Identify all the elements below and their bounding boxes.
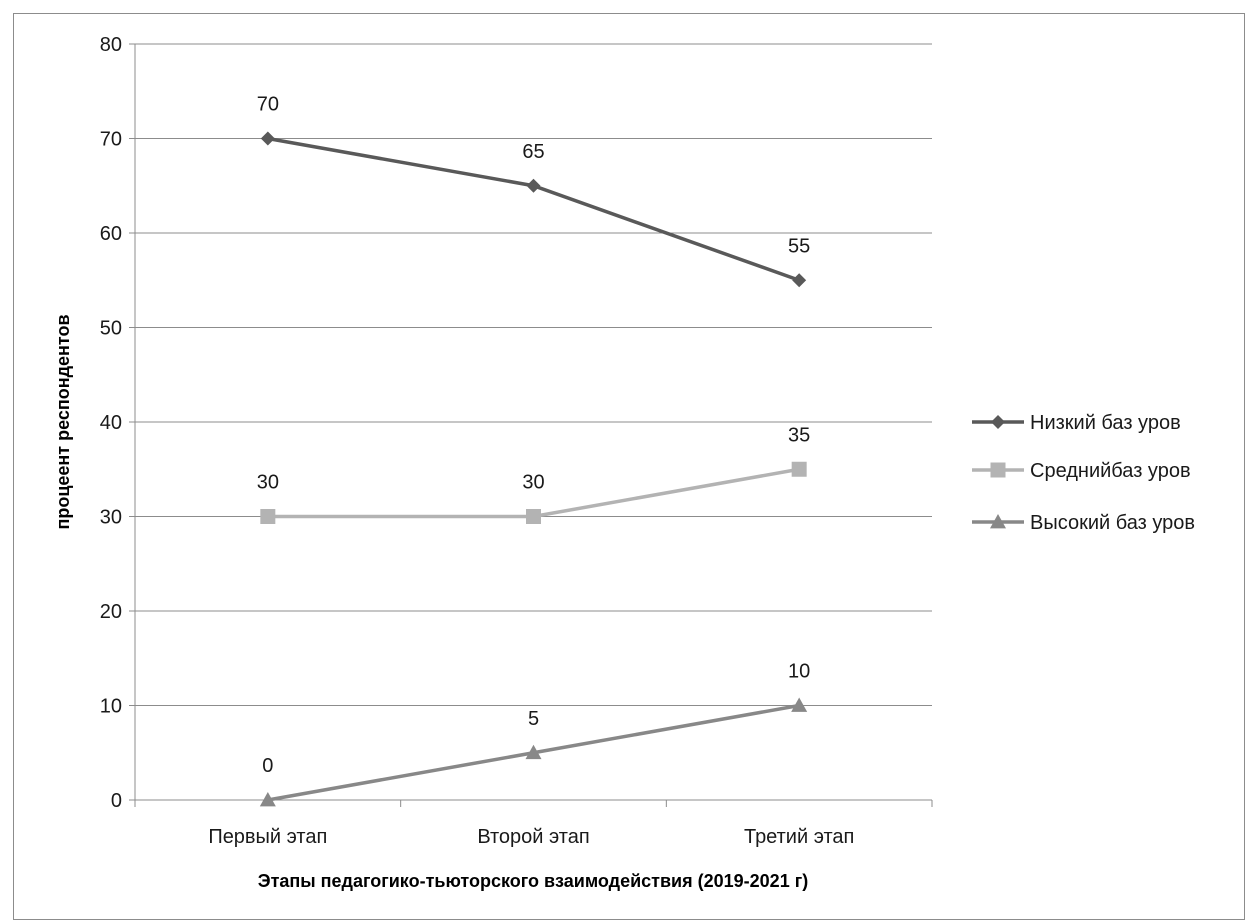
- y-tick-label-0: 0: [111, 790, 122, 812]
- series-3: [259, 697, 808, 807]
- data-labels: 70 65 55 30 30 35 0 5 10: [257, 94, 811, 778]
- x-tick-labels: Первый этап Второй этап Третий этап: [208, 826, 854, 848]
- series-1-point-3: [792, 273, 807, 288]
- y-tick-label-50: 50: [100, 318, 122, 340]
- series-2-point-3: [791, 461, 807, 477]
- x-tick-label-1: Первый этап: [208, 826, 327, 848]
- series-1-point-2: [526, 178, 541, 193]
- legend-item-2: Среднийбаз уров: [972, 460, 1191, 482]
- y-axis-title: процеент респондентов: [53, 314, 73, 529]
- x-tick-label-2: Второй этап: [477, 826, 589, 848]
- legend-marker-3: [990, 514, 1006, 529]
- data-label-s2-p3: 35: [788, 424, 810, 446]
- y-tick-label-20: 20: [100, 601, 122, 623]
- data-label-s2-p1: 30: [257, 472, 279, 494]
- data-label-s1-p1: 70: [257, 94, 279, 116]
- series-3-point-2: [525, 744, 542, 760]
- data-label-s3-p1: 0: [262, 755, 273, 777]
- series-3-point-3: [791, 697, 808, 712]
- legend-label-1: Низкий баз уров: [1030, 412, 1181, 434]
- series-2: [260, 461, 807, 524]
- y-tick-label-40: 40: [100, 412, 122, 434]
- data-label-s3-p3: 10: [788, 661, 810, 683]
- x-axis-title: Этапы педагогико-тьюторского взаимодейст…: [258, 871, 808, 891]
- series-1-point-1: [260, 131, 275, 146]
- series-1: [260, 131, 807, 288]
- y-tick-label-10: 10: [100, 696, 122, 718]
- y-tick-label-30: 30: [100, 507, 122, 529]
- legend-label-3: Высокий баз уров: [1030, 512, 1195, 534]
- legend-item-1: Низкий баз уров: [972, 412, 1181, 434]
- chart-frame: [13, 13, 1245, 920]
- legend: Низкий баз уров Среднийбаз уров Высокий ба…: [972, 412, 1195, 534]
- series-2-point-1: [260, 509, 276, 524]
- series-3-point-1: [259, 792, 276, 807]
- legend-item-3: Высокий баз уров: [972, 512, 1195, 534]
- x-tick-label-3: Третий этап: [744, 826, 854, 848]
- data-label-s1-p2: 65: [522, 141, 544, 163]
- y-tick-labels: 0 10 20 30 40 50 60 70 80: [100, 34, 122, 812]
- data-label-s1-p3: 55: [788, 235, 810, 257]
- series-2-point-2: [526, 509, 541, 524]
- y-tick-label-80: 80: [100, 34, 122, 56]
- data-label-s2-p2: 30: [522, 472, 544, 494]
- legend-marker-1: [991, 415, 1005, 429]
- legend-marker-2: [990, 462, 1006, 478]
- legend-label-2: Среднийбаз уров: [1030, 460, 1191, 482]
- y-tick-label-60: 60: [100, 223, 122, 245]
- series-lines: [259, 131, 808, 807]
- y-tick-label-70: 70: [100, 129, 122, 151]
- data-label-s3-p2: 5: [528, 708, 539, 730]
